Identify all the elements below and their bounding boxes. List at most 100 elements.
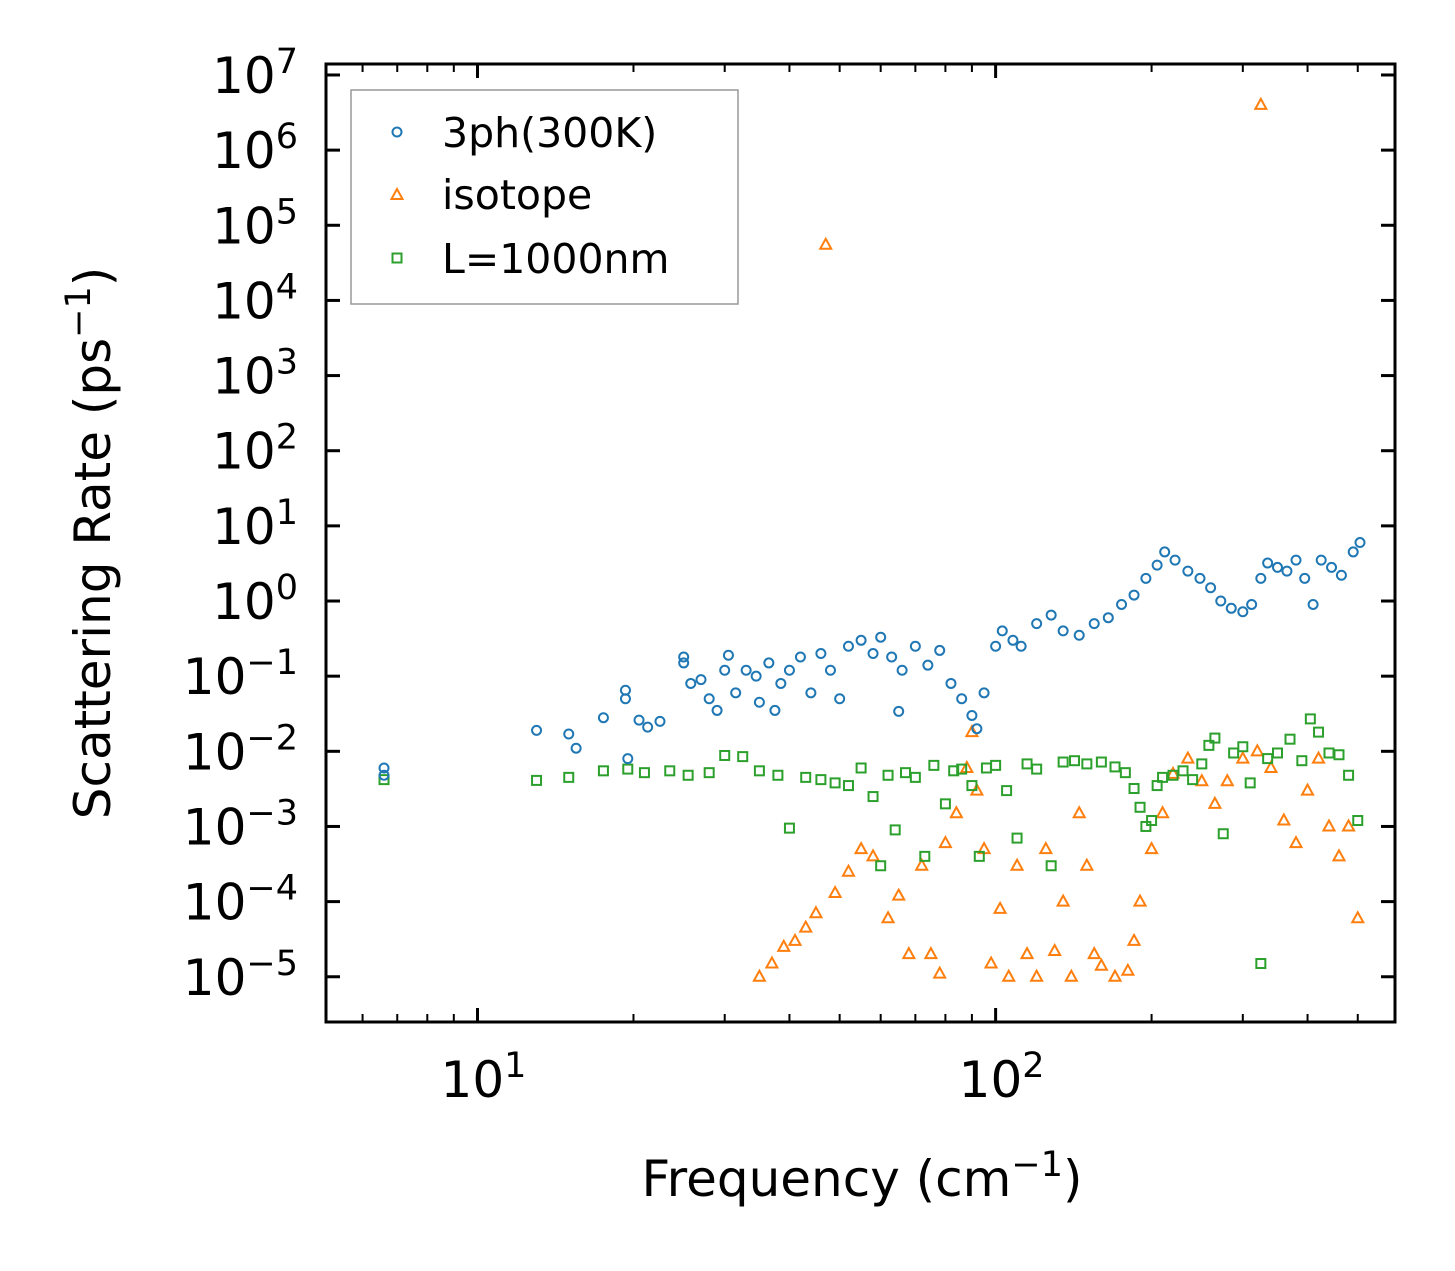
point-boundary [829,777,841,789]
point-boundary [939,798,951,810]
point-3ph [1031,618,1043,630]
point-boundary [1352,815,1364,827]
point-boundary [1237,741,1249,753]
y-axis-title-main: Scattering Rate (ps [64,338,122,819]
point-3ph [722,649,734,661]
point-3ph [622,753,634,765]
point-isotope [1047,942,1062,957]
y-tick-label: 100 [212,568,298,631]
point-boundary [1128,782,1140,794]
point-boundary [1262,753,1274,765]
x-axis-title-tail: ) [1063,1150,1083,1208]
point-boundary [875,860,887,872]
point-3ph [1347,546,1359,558]
y-tick-base: 10 [212,498,276,556]
y-tick-exp: −3 [246,793,298,833]
point-isotope [1094,957,1109,971]
point-isotope [764,955,780,969]
point-isotope [841,863,856,877]
point-3ph [711,704,723,716]
point-3ph [886,651,898,663]
point-boundary [928,759,940,771]
y-tick-base: 10 [212,197,276,255]
point-isotope [1079,857,1095,871]
point-boundary [1244,777,1256,789]
point-3ph [619,693,631,705]
point-isotope [1087,946,1102,960]
point-boundary [1140,820,1152,832]
point-3ph [1169,554,1181,566]
point-boundary [1057,756,1069,768]
point-boundary [1343,769,1355,781]
point-3ph [678,651,690,663]
point-3ph [570,742,582,754]
y-tick-base: 10 [212,423,276,481]
point-isotope [1350,910,1365,924]
point-3ph [654,715,666,727]
point-3ph [1205,582,1217,594]
point-3ph [978,687,990,699]
point-isotope [808,905,824,919]
point-isotope [1009,857,1025,871]
y-tick-exp: 1 [276,493,298,533]
point-isotope [776,938,791,952]
point-boundary [737,751,749,763]
point-isotope [865,848,881,862]
point-boundary [1177,765,1189,777]
legend-square-marker [391,252,403,264]
point-3ph [1073,629,1085,641]
point-boundary [1333,749,1345,761]
point-3ph [909,640,921,652]
y-tick-exp: 3 [276,343,298,383]
point-3ph [633,714,645,726]
point-boundary [966,780,978,792]
point-isotope [1288,835,1304,849]
point-3ph [1182,565,1194,577]
y-tick-exp: 0 [276,568,298,608]
point-isotope [1220,773,1235,787]
point-3ph [842,640,854,652]
point-3ph [775,677,787,689]
point-boundary [531,774,543,786]
point-boundary [1296,755,1308,767]
point-boundary [1167,769,1179,781]
plot-frame [324,62,1397,1024]
y-tick-label: 10−4 [183,869,298,932]
legend-triangle-marker [389,186,405,200]
point-3ph [678,657,690,669]
point-3ph [730,687,742,699]
point-3ph [642,721,654,733]
point-3ph [740,664,752,676]
point-3ph [1354,537,1366,549]
point-isotope [1155,805,1170,819]
point-isotope [1311,750,1326,764]
y-axis-title-tail: ) [64,267,122,287]
point-boundary [1069,755,1081,767]
y-axis-title-sup: −1 [59,286,99,338]
point-3ph [875,631,887,643]
point-isotope [914,857,929,871]
point-boundary [1272,747,1284,759]
x-tick-label: 101 [441,1046,527,1109]
point-isotope [1341,818,1356,832]
point-boundary [719,749,731,761]
point-isotope [1144,841,1159,855]
point-isotope [1055,893,1071,907]
point-boundary [783,822,795,834]
y-tick-base: 10 [183,648,247,706]
point-3ph [1015,640,1027,652]
y-tick-label: 103 [212,343,298,406]
point-3ph [971,723,983,735]
point-isotope [938,835,953,849]
y-tick-label: 10−5 [183,944,298,1007]
point-3ph [695,674,707,686]
point-isotope [923,946,939,960]
y-tick-base: 10 [212,47,276,105]
point-3ph [1151,559,1163,571]
point-boundary [1217,828,1229,840]
data-points [378,96,1366,982]
point-boundary [867,791,879,803]
point-3ph [794,651,806,663]
point-boundary [1011,832,1023,844]
point-3ph [1045,609,1057,621]
